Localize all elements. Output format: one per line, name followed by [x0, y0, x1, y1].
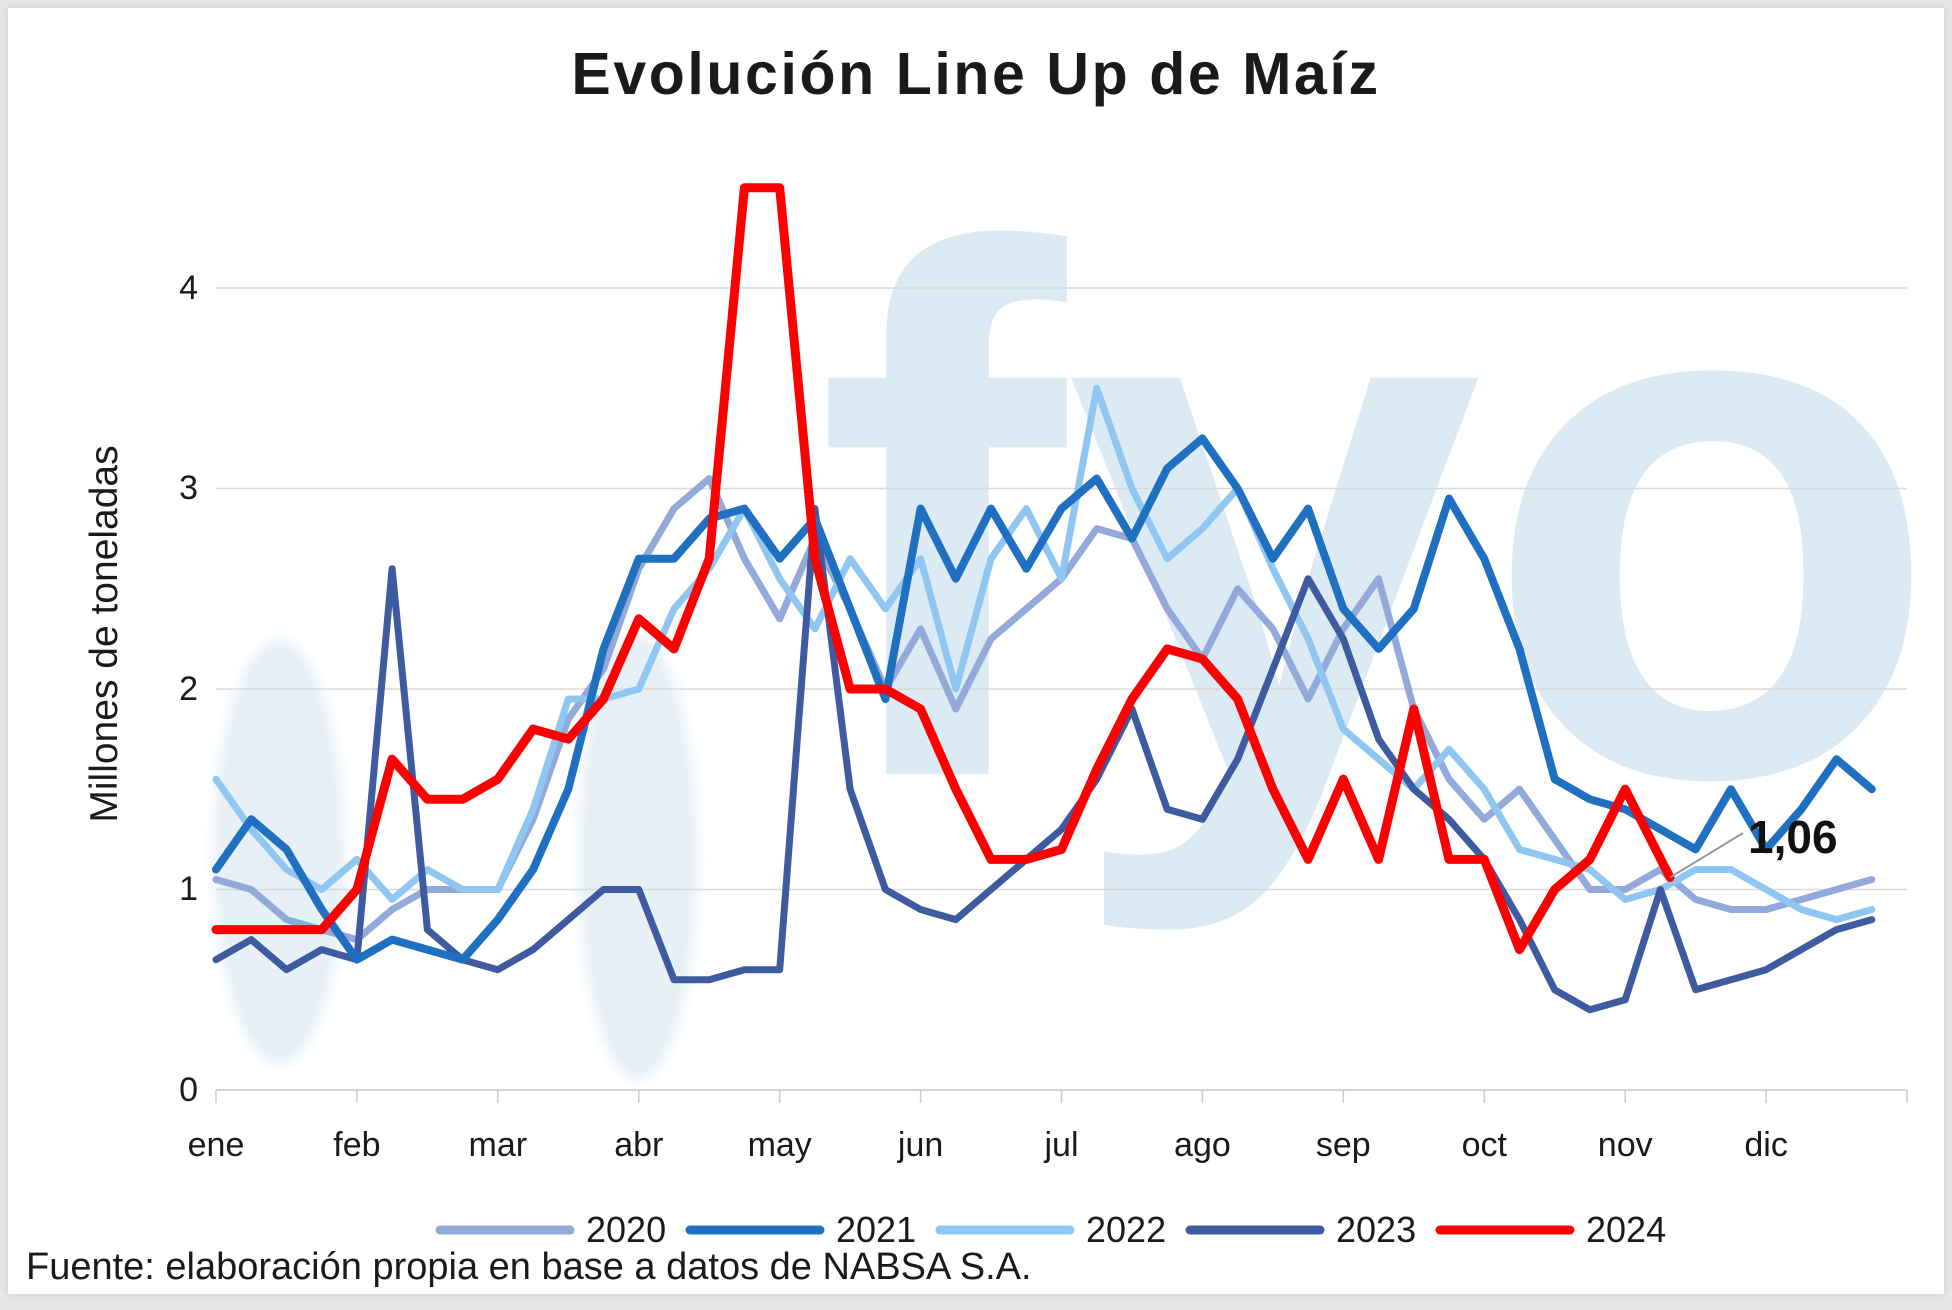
svg-text:2022: 2022 — [1086, 1209, 1166, 1250]
svg-text:0: 0 — [179, 1071, 198, 1109]
svg-text:ago: ago — [1174, 1126, 1231, 1164]
svg-text:2021: 2021 — [836, 1209, 916, 1250]
svg-text:2024: 2024 — [1586, 1209, 1666, 1250]
svg-text:jul: jul — [1043, 1126, 1078, 1164]
svg-text:sep: sep — [1316, 1126, 1371, 1164]
svg-text:mar: mar — [469, 1126, 528, 1164]
svg-text:may: may — [748, 1126, 812, 1164]
svg-text:1,06: 1,06 — [1748, 811, 1838, 863]
svg-text:jun: jun — [897, 1126, 943, 1164]
svg-text:feb: feb — [333, 1126, 380, 1164]
svg-text:1: 1 — [179, 870, 198, 908]
svg-text:2023: 2023 — [1336, 1209, 1416, 1250]
svg-text:4: 4 — [179, 269, 198, 307]
svg-text:ene: ene — [188, 1126, 245, 1164]
svg-text:oct: oct — [1462, 1126, 1508, 1164]
svg-text:2020: 2020 — [586, 1209, 666, 1250]
svg-text:nov: nov — [1598, 1126, 1653, 1164]
svg-text:2: 2 — [179, 670, 198, 708]
svg-text:abr: abr — [614, 1126, 663, 1164]
svg-text:dic: dic — [1744, 1126, 1787, 1164]
svg-text:3: 3 — [179, 469, 198, 507]
